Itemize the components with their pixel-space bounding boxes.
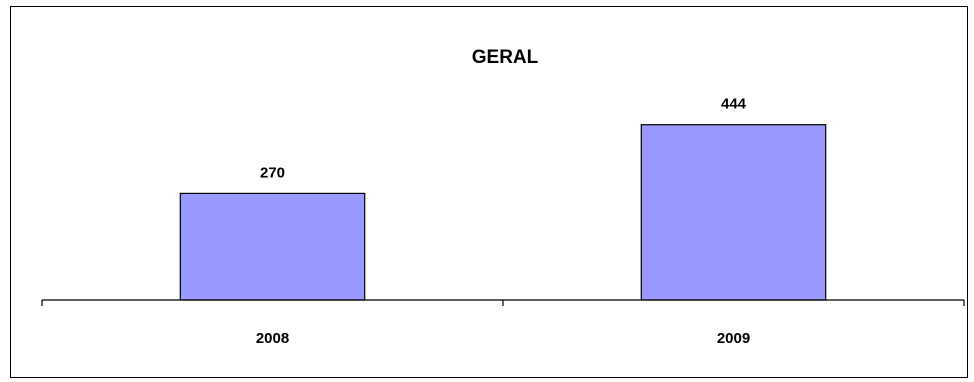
chart-title: GERAL — [472, 47, 539, 68]
bars-layer: 270 444 — [179, 96, 827, 301]
bar-2009 — [640, 124, 827, 301]
bar-2008 — [179, 192, 366, 301]
x-tick-label-2009: 2009 — [717, 330, 750, 347]
data-label-2008: 270 — [260, 164, 285, 181]
x-axis: 2008 2009 — [41, 299, 965, 347]
data-label-2009: 444 — [721, 96, 747, 113]
x-tick-label-2008: 2008 — [256, 330, 289, 347]
